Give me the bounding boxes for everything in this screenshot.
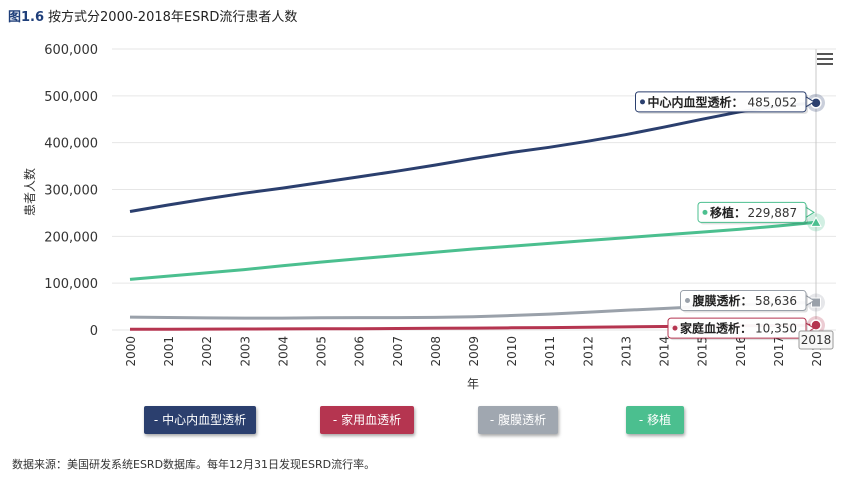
- legend-item-home-hemodialysis[interactable]: - 家用血透析: [320, 406, 414, 434]
- data-source-note: 数据来源：美国研发系统ESRD数据库。每年12月31日发现ESRD流行率。: [12, 458, 376, 471]
- x-tick-label: 2017: [772, 336, 786, 367]
- y-axis-ticks: 0 100,000 200,000 300,000 400,000 500,000 600,…: [44, 43, 98, 339]
- x-tick-label: 2008: [429, 336, 443, 367]
- tooltip-bullet: [702, 209, 708, 215]
- hover-x-label: 2018: [798, 330, 834, 350]
- hamburger-menu-icon[interactable]: [817, 53, 833, 67]
- tooltip-box: [635, 91, 807, 113]
- x-tick-label: 2015: [696, 336, 710, 367]
- y-tick-label: 100,000: [44, 277, 98, 292]
- x-tick-label: 2009: [467, 336, 481, 367]
- tooltip-series-name: 腹膜透析：: [693, 293, 753, 308]
- y-tick-label: 200,000: [44, 230, 98, 245]
- x-tick-label: 2001: [162, 336, 176, 367]
- figure-title-text: 按方式分2000-2018年ESRD流行患者人数: [48, 10, 298, 25]
- legend-item-transplant[interactable]: - 移植: [626, 406, 684, 434]
- x-tick-label: 2014: [658, 336, 672, 367]
- legend-label: - 中心内血型透析: [153, 413, 247, 427]
- series-line: [129, 220, 817, 281]
- x-tick-label: 2010: [505, 336, 519, 367]
- y-tick-label: 600,000: [44, 43, 98, 58]
- series-line: [129, 101, 817, 213]
- x-tick-label: 2002: [200, 336, 214, 367]
- legend-item-in-center-hemodialysis[interactable]: - 中心内血型透析: [144, 406, 256, 434]
- tooltip-box: [667, 317, 807, 339]
- figure-title: 图1.6 按方式分2000-2018年ESRD流行患者人数: [8, 6, 297, 25]
- end-marker: [810, 216, 822, 227]
- tooltip-series-name: 移植：: [710, 205, 746, 220]
- tooltip-bullet: [672, 325, 678, 331]
- legend-item-peritoneal-dialysis[interactable]: - 腹膜透析: [478, 406, 558, 434]
- tooltip-box: [697, 201, 807, 223]
- figure-number: 图1.6: [8, 10, 45, 25]
- y-tick-label: 400,000: [44, 137, 98, 152]
- x-tick-label: 2007: [391, 336, 405, 367]
- x-tick-label: 2016: [734, 336, 748, 367]
- series-end-markers: [807, 93, 825, 335]
- x-tick-label: 2005: [315, 336, 329, 367]
- line-chart: 0 100,000 200,000 300,000 400,000 500,000 600,…: [22, 43, 836, 391]
- hover-x-label-text: 2018: [801, 333, 832, 347]
- x-tick-label: 2000: [124, 336, 138, 367]
- tooltip-bullet: [685, 298, 690, 304]
- legend-label: - 腹膜透析: [489, 413, 547, 427]
- tooltip-value: 229,887: [748, 206, 798, 220]
- tooltip: 移植： 229,887: [697, 201, 815, 225]
- tooltip: 中心内血型透析： 485,052: [635, 91, 815, 114]
- tooltip-bullet: [640, 99, 645, 105]
- hover-x-label-box: [798, 330, 834, 350]
- x-tick-label: 2006: [353, 336, 367, 367]
- tooltip-series-name: 家庭血透析：: [680, 321, 752, 336]
- y-tick-label: 300,000: [44, 184, 98, 199]
- tooltip-value: 58,636: [755, 294, 797, 308]
- x-axis-ticks: 2000 2001 2002 2003 2004 2005 2006 2007 2008 2009…: [124, 336, 824, 367]
- legend-label: - 移植: [638, 413, 672, 427]
- y-axis-label: 患者人数: [22, 168, 37, 216]
- x-tick-label: 2003: [238, 336, 252, 367]
- y-tick-label: 500,000: [44, 90, 98, 105]
- x-tick-label: 2011: [543, 336, 557, 367]
- tooltip: 腹膜透析： 58,636: [680, 290, 815, 313]
- legend-label: - 家用血透析: [332, 413, 402, 427]
- y-tick-label: 0: [90, 324, 98, 339]
- gridlines: [112, 48, 836, 331]
- tooltip-value: 10,350: [755, 322, 797, 336]
- tooltip: 家庭血透析： 10,350: [667, 317, 815, 341]
- tooltip-series-name: 中心内血型透析：: [648, 94, 744, 109]
- tooltip-box: [680, 290, 807, 312]
- tooltip-value: 485,052: [748, 95, 798, 109]
- x-axis-label: 年: [467, 377, 479, 391]
- x-tick-label: 2012: [581, 336, 595, 367]
- x-tick-label: 2004: [276, 336, 290, 367]
- x-tick-label: 2013: [619, 336, 633, 367]
